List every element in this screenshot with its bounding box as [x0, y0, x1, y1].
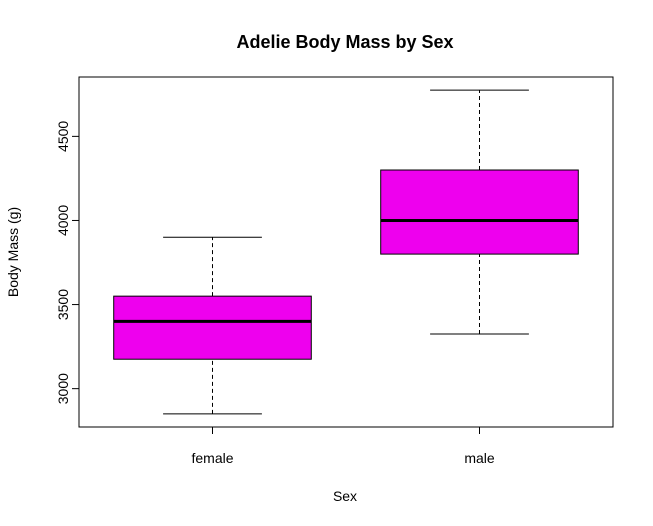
box-male [380, 169, 579, 255]
x-axis-label: Sex [333, 488, 357, 504]
y-axis: 3000 3500 4000 4500 [55, 121, 80, 404]
x-tick-label: female [191, 450, 233, 466]
x-axis: female male [191, 427, 495, 466]
chart-title: Adelie Body Mass by Sex [236, 32, 453, 52]
y-tick-label: 4000 [55, 205, 71, 236]
x-tick-label: male [464, 450, 495, 466]
y-tick-label: 3500 [55, 289, 71, 320]
boxes-layer [113, 89, 579, 415]
y-axis-label: Body Mass (g) [5, 207, 21, 297]
y-tick-label: 3000 [55, 373, 71, 404]
box-female [113, 295, 312, 360]
y-tick-label: 4500 [55, 121, 71, 152]
